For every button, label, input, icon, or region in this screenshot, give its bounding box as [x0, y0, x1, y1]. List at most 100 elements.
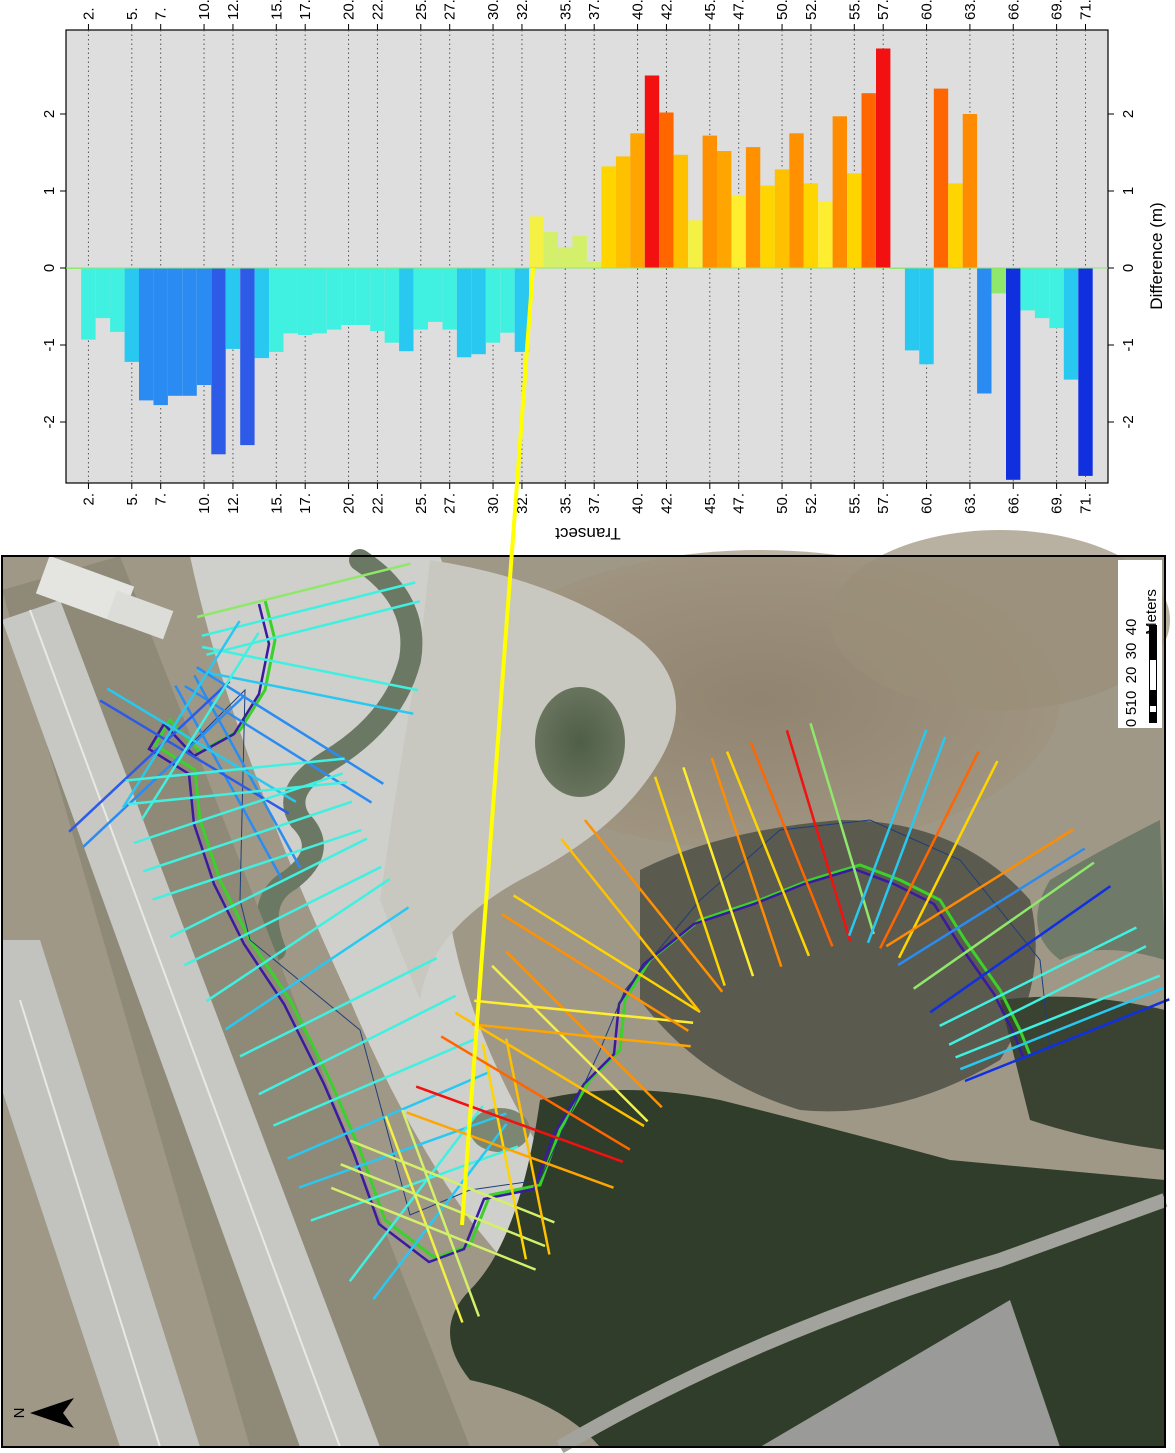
- transect-line-63: [885, 828, 1074, 948]
- bar-transect-21: [355, 268, 371, 325]
- bar-transect-42: [659, 112, 674, 268]
- bar-transect-19: [326, 268, 342, 330]
- transect-tick-label: 71.: [1078, 493, 1095, 514]
- transect-tick-label: 55.: [846, 493, 863, 514]
- transect-tick-label: 35.: [557, 0, 574, 20]
- transect-tick-label: 10.: [196, 0, 213, 20]
- transect-tick-label: 15.: [268, 493, 285, 514]
- bar-transect-25: [413, 268, 428, 330]
- transect-line-10: [82, 695, 245, 848]
- highway: [2, 940, 200, 1447]
- transect-line-55: [725, 751, 811, 957]
- lane-marking: [19, 999, 161, 1448]
- bar-transect-9: [182, 268, 197, 396]
- marsh-patch: [830, 530, 1170, 710]
- transect-tick-label: 12.: [225, 493, 242, 514]
- north-arrow: N: [11, 1398, 74, 1428]
- transect-line-39: [505, 1038, 551, 1255]
- lane-marking: [29, 609, 341, 1448]
- bar-transect-41: [644, 75, 660, 268]
- transect-line-45: [505, 950, 663, 1109]
- bar-transect-35: [558, 247, 573, 268]
- bar-transect-8: [167, 268, 183, 396]
- bar-transect-50: [774, 169, 790, 268]
- bar-transect-45: [702, 135, 717, 268]
- bar-transect-40: [630, 133, 645, 269]
- transect-tick-label: 20.: [341, 0, 358, 20]
- north-arrow-label: N: [11, 1408, 28, 1419]
- transect-tick-label: 2.: [80, 493, 97, 506]
- transect-tick-label: 27.: [442, 0, 459, 20]
- transect-line-48: [501, 913, 689, 1032]
- transect-tick-label: 32.: [514, 493, 531, 514]
- transect-tick-label: 27.: [442, 493, 459, 514]
- difference-tick-label: 1: [41, 187, 58, 195]
- bar-transect-46: [717, 151, 732, 268]
- difference-tick-label: 2: [1120, 110, 1137, 118]
- transect-line-62: [897, 760, 999, 959]
- bar-transect-2: [81, 268, 96, 340]
- transect-tick-label: 47.: [731, 493, 748, 514]
- bar-transect-14: [254, 268, 269, 359]
- difference-tick-label: 1: [1120, 187, 1137, 195]
- bar-transect-10: [196, 268, 212, 385]
- transect-line-3: [206, 600, 421, 656]
- transect-axis-title: Transect: [555, 524, 621, 543]
- bar-transect-59: [904, 268, 920, 351]
- bar-transect-30: [485, 268, 501, 343]
- transect-tick-label: 32.: [514, 0, 531, 20]
- scale-bar-ticks: 0 510 20 30 40: [1123, 619, 1140, 728]
- bar-transect-31: [500, 268, 515, 333]
- transect-tick-label: 35.: [557, 493, 574, 514]
- transect-tick-label: 12.: [225, 0, 242, 20]
- transect-line-29: [298, 1112, 507, 1189]
- transect-tick-label: 60.: [919, 0, 936, 20]
- transect-line-28: [287, 1070, 491, 1160]
- transect-line-14: [121, 620, 241, 809]
- transect-tick-label: 69.: [1049, 0, 1066, 20]
- bar-transect-12: [225, 268, 241, 349]
- transect-tick-label: 45.: [702, 0, 719, 20]
- transect-axis-ticks-bottom: 2. 5. 7. 10. 12. 15. 17. 20. 22. 25. 27. 30. 32. 35. 3…: [80, 483, 1095, 514]
- transect-line-5: [197, 669, 414, 715]
- transect-tick-label: 71.: [1078, 0, 1095, 20]
- bar-transect-49: [760, 185, 775, 268]
- transect-line-51: [583, 819, 724, 993]
- bars: [66, 48, 1093, 480]
- transect-tick-label: 2.: [80, 7, 97, 20]
- scale-bar-unit: Meters: [1143, 589, 1160, 635]
- map-frame: [1, 555, 1166, 1448]
- scale-bar-tick-label: 40: [1123, 619, 1140, 636]
- transect-line-34: [401, 1109, 481, 1317]
- transect-tick-label: 57.: [875, 0, 892, 20]
- pond: [535, 687, 625, 797]
- transect-tick-label: 7.: [153, 7, 170, 20]
- transect-line-71: [964, 998, 1170, 1083]
- bar-transect-22: [370, 268, 385, 332]
- transect-line-23: [205, 878, 391, 1003]
- forest: [1000, 996, 1165, 1150]
- building: [106, 590, 174, 640]
- transect-line-15: [140, 632, 260, 821]
- river-channel: [1037, 820, 1165, 960]
- transect-tick-label: 5.: [124, 7, 141, 20]
- transect-line-22: [183, 865, 382, 967]
- transect-tick-label: 66.: [1005, 0, 1022, 20]
- bar-transect-43: [673, 154, 689, 268]
- scale-bar-tick-label: 20: [1123, 667, 1140, 684]
- transect-line-4: [201, 645, 419, 692]
- transect-tick-label: 40.: [630, 493, 647, 514]
- transect-tick-label: 57.: [875, 493, 892, 514]
- bar-transect-36: [572, 235, 587, 268]
- scale-bar-tick-label: 0: [1123, 719, 1140, 727]
- bar-transect-64: [977, 268, 992, 394]
- bar-transect-68: [1034, 268, 1050, 319]
- bar-transect-29: [471, 268, 486, 355]
- scale-bar-segment: [1150, 706, 1156, 712]
- bar-transect-24: [399, 268, 414, 352]
- transect-tick-label: 17.: [297, 493, 314, 514]
- bar-transect-53: [818, 201, 833, 268]
- transect-tick-label: 52.: [803, 0, 820, 20]
- difference-tick-label: -2: [1120, 415, 1137, 428]
